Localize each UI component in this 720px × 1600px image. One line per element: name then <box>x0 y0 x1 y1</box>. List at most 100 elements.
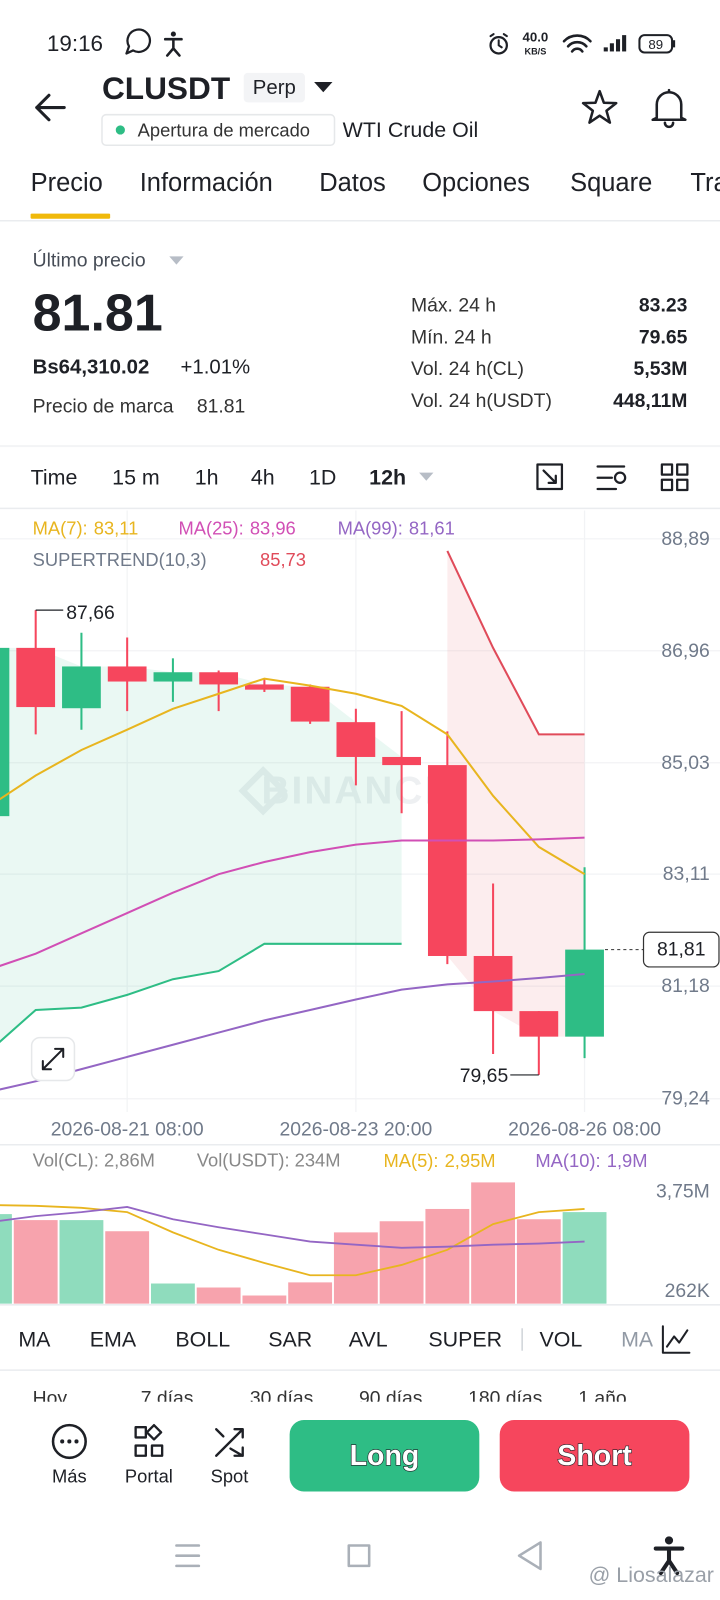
alert-button[interactable] <box>651 88 687 129</box>
ma-legend-name: MA(7): <box>33 517 88 538</box>
action-label[interactable]: Spot <box>211 1466 249 1487</box>
more-dot <box>60 1439 65 1444</box>
supertrend-legend-name[interactable]: SUPERTREND(10,3) <box>33 549 207 570</box>
volume-bar <box>59 1220 104 1304</box>
price-label: Último precio <box>33 249 146 272</box>
long-button[interactable] <box>289 1420 480 1492</box>
interval[interactable]: 15 m <box>112 466 160 490</box>
action-label[interactable]: Portal <box>125 1466 173 1487</box>
ma-legend-name: MA(99): <box>338 517 403 538</box>
wifi-icon <box>562 34 592 53</box>
alarm-hands <box>489 33 508 49</box>
ma-legend-value: 83,96 <box>250 517 296 538</box>
ma-legend[interactable]: MA(7): 83,11 <box>33 517 139 538</box>
price-label-dropdown[interactable] <box>169 256 184 265</box>
indicator-tab[interactable]: SUPER <box>428 1327 502 1351</box>
long-label[interactable]: Long <box>349 1439 420 1472</box>
layout-icon[interactable] <box>660 463 689 492</box>
signal-bar <box>615 39 621 52</box>
more-icon[interactable] <box>51 1423 87 1460</box>
interval[interactable]: 1h <box>195 466 219 490</box>
tab[interactable]: Square <box>570 169 652 197</box>
fiat-value: Bs64,310.02 <box>33 357 150 379</box>
nav-home[interactable] <box>347 1544 371 1568</box>
credit: @ Liosalazar <box>589 1563 714 1587</box>
interval[interactable]: 4h <box>251 466 275 490</box>
volume-ma-legend[interactable]: MA(10): 1,9M <box>535 1150 647 1171</box>
interval-dropdown[interactable] <box>419 472 434 481</box>
y-tick-label: 83,11 <box>663 863 710 885</box>
volume-ma-legend[interactable]: MA(5): 2,95M <box>383 1150 495 1171</box>
tab[interactable]: Precio <box>31 169 103 197</box>
favorite-button[interactable] <box>581 89 618 124</box>
volume-bar <box>516 1219 561 1304</box>
min-label: 79,65 <box>460 1065 508 1087</box>
ma-legend[interactable]: MA(25): 83,96 <box>178 517 295 538</box>
signal-bar <box>603 47 608 52</box>
short-label[interactable]: Short <box>557 1439 633 1472</box>
net-speed: 40.0 <box>523 30 549 45</box>
stat-label: Vol. 24 h(CL) <box>411 358 524 380</box>
candle-body <box>336 722 376 757</box>
indicator-icon[interactable] <box>596 465 627 491</box>
expand-icon[interactable] <box>41 1047 65 1071</box>
section-gap <box>0 445 720 448</box>
volume-tick-label: 3,75M <box>656 1181 710 1203</box>
max-label: 87,66 <box>66 602 114 624</box>
accessibility-button[interactable] <box>653 1546 685 1576</box>
contract-badge <box>243 72 305 103</box>
more-dot <box>67 1439 72 1444</box>
chart-settings-icon[interactable] <box>536 463 564 491</box>
last-price: 81.81 <box>33 285 163 343</box>
indicator-tab[interactable]: VOL <box>539 1327 582 1351</box>
ma-legend[interactable]: MA(99): 81,61 <box>338 517 455 538</box>
indicator-tab[interactable]: AVL <box>349 1327 388 1351</box>
portal-icon[interactable] <box>134 1423 164 1457</box>
interval[interactable]: Time <box>31 466 78 490</box>
candle-body <box>107 666 147 682</box>
candle-body <box>245 684 284 690</box>
volume-legend: Vol(CL): 2,86M <box>33 1150 155 1171</box>
tab[interactable]: Datos <box>319 169 386 197</box>
supertrend-up-fill <box>0 647 402 1042</box>
nav-back[interactable] <box>517 1541 542 1571</box>
spot-icon[interactable] <box>215 1428 244 1457</box>
symbol-dropdown[interactable] <box>314 82 333 93</box>
indicator-tab[interactable]: MA <box>18 1327 51 1351</box>
ma-legend-value: 83,11 <box>94 517 139 538</box>
volume-bar <box>471 1182 516 1304</box>
tab[interactable]: Opciones <box>422 169 530 197</box>
candle-body <box>290 686 330 722</box>
back-button[interactable] <box>35 93 66 122</box>
action-label[interactable]: Más <box>52 1466 87 1487</box>
indicator-tab[interactable]: SAR <box>268 1327 312 1351</box>
last-price-label: 81,81 <box>657 939 705 961</box>
supertrend-up-line <box>0 942 402 1044</box>
chart-type-icon[interactable] <box>661 1325 691 1354</box>
accessibility-head <box>170 31 176 37</box>
candle-body <box>473 955 513 1012</box>
price-change: +1.01% <box>181 357 251 379</box>
whatsapp-icon <box>125 28 152 55</box>
interval[interactable]: 12h <box>369 466 406 490</box>
nav-menu[interactable] <box>175 1544 201 1568</box>
volume-bar <box>242 1295 287 1304</box>
market-status: Apertura de mercado <box>138 119 310 140</box>
tab[interactable]: Tra <box>690 169 720 197</box>
contract-type: Perp <box>253 77 296 99</box>
indicator-tab[interactable]: MA <box>621 1327 654 1351</box>
short-button[interactable] <box>499 1420 690 1492</box>
indicator-tab[interactable]: EMA <box>90 1327 137 1351</box>
interval[interactable]: 1D <box>309 466 336 490</box>
status-time: 19:16 <box>47 31 103 56</box>
stat-label: Mín. 24 h <box>411 326 492 348</box>
tab[interactable]: Información <box>140 169 273 197</box>
volume-ma-name: MA(10): <box>535 1150 600 1171</box>
y-tick-label: 79,24 <box>661 1088 710 1110</box>
candle-body <box>565 949 604 1037</box>
stat-value: 5,53M <box>634 358 688 380</box>
indicator-tab[interactable]: BOLL <box>175 1327 230 1351</box>
